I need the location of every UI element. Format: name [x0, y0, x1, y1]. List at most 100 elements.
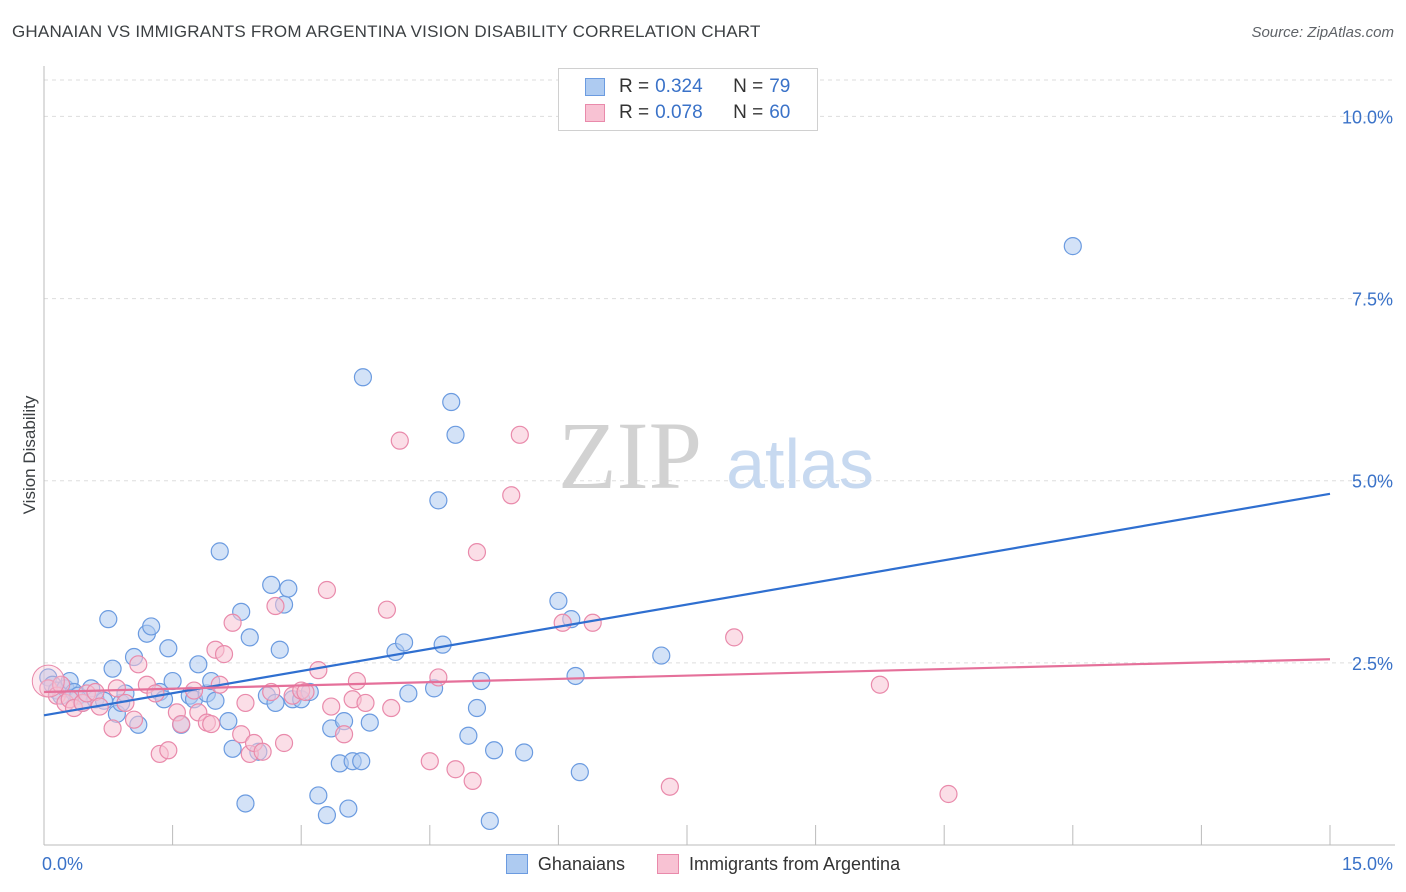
x-tick-label: 15.0%	[1342, 854, 1393, 874]
x-tick-label: 0.0%	[42, 854, 83, 874]
ghanaian-point	[394, 633, 414, 652]
ghanaian-point	[189, 655, 208, 674]
y-tick-label: 5.0%	[1352, 472, 1393, 492]
argentina-point	[870, 675, 890, 694]
legend-series: Ghanaians Immigrants from Argentina	[0, 850, 1406, 878]
tick-labels: 2.5% 5.0% 7.5% 10.0% 0.0% 15.0%	[42, 107, 1393, 874]
watermark-zip: ZIP	[558, 402, 702, 509]
ghanaian-point	[485, 741, 504, 760]
axes	[43, 66, 1395, 846]
legend-stats: R = 0.324 N = 79 R = 0.078 N = 60	[558, 68, 818, 131]
ghanaian-point	[270, 640, 289, 659]
argentina-point	[262, 682, 281, 702]
argentina-point	[553, 613, 572, 632]
ghanaian-point	[549, 591, 568, 611]
argentina-point	[510, 425, 529, 444]
ghanaian-point	[210, 542, 229, 561]
y-tick-label: 7.5%	[1352, 290, 1393, 310]
argentina-point	[377, 600, 397, 619]
argentina-point	[103, 719, 122, 738]
argentina-point	[124, 710, 144, 729]
ghanaian-point	[163, 671, 182, 691]
r-label: R =	[619, 76, 650, 97]
legend-item-argentina[interactable]: Immigrants from Argentina	[657, 854, 900, 875]
argentina-point	[334, 725, 354, 744]
argentina-point	[223, 613, 242, 632]
argentina-point	[390, 431, 409, 450]
argentina-point	[467, 543, 487, 562]
argentina-point	[356, 693, 375, 713]
argentina-point	[52, 675, 71, 694]
legend-stats-row-argentina: R = 0.078 N = 60	[585, 100, 790, 126]
chart-title: GHANAIAN VS IMMIGRANTS FROM ARGENTINA VI…	[12, 22, 761, 41]
grid-lines	[44, 79, 1395, 664]
y-tick-label: 2.5%	[1352, 654, 1393, 674]
ghanaian-point	[262, 575, 281, 595]
argentina-point	[107, 679, 126, 698]
ghanaian-point	[360, 713, 379, 732]
argentina-point	[214, 645, 234, 664]
argentina-point	[502, 486, 521, 505]
argentina-point	[129, 655, 148, 674]
data-points	[31, 237, 1082, 831]
r-value: 0.324	[655, 76, 703, 97]
argentina-point	[420, 752, 439, 771]
ghanaian-point	[467, 698, 487, 718]
r-label: R =	[619, 102, 650, 123]
source-label: Source: ZipAtlas.com	[1251, 24, 1394, 41]
ghanaian-point	[142, 617, 161, 636]
argentina-point	[31, 664, 65, 698]
ghanaian-point	[159, 639, 178, 658]
r-value: 0.078	[655, 102, 703, 123]
ghanaian-point	[352, 752, 371, 771]
legend-label: Ghanaians	[537, 853, 625, 874]
ghanaian-point	[399, 684, 418, 703]
ghanaian-point	[566, 666, 585, 686]
legend-stats-row-ghanaians: R = 0.324 N = 79	[585, 74, 790, 100]
argentina-point	[382, 698, 401, 718]
ghanaian-point	[459, 726, 478, 745]
ghanaian-point	[206, 691, 225, 710]
argentina-point	[159, 741, 178, 760]
ghanaian-point	[515, 743, 534, 762]
watermark-atlas: atlas	[726, 425, 874, 503]
argentina-point	[317, 580, 337, 600]
argentina-point	[172, 714, 191, 734]
ghanaian-point	[442, 392, 461, 412]
ghanaian-point	[446, 425, 465, 444]
ghanaian-point	[339, 799, 358, 818]
argentina-point	[660, 777, 679, 796]
legend-item-ghanaians[interactable]: Ghanaians	[505, 853, 625, 875]
ghanaian-point	[309, 786, 328, 805]
argentina-point	[446, 760, 465, 779]
ghanaian-point	[480, 811, 499, 831]
argentina-point	[347, 671, 367, 691]
y-tick-label: 10.0%	[1342, 107, 1393, 127]
argentina-point	[322, 697, 341, 716]
n-label: N =	[733, 102, 764, 123]
argentina-point	[939, 784, 958, 804]
trend-lines	[43, 492, 1331, 717]
n-value: 60	[769, 102, 791, 123]
argentina-point	[253, 742, 272, 761]
ghanaian-point	[279, 579, 298, 598]
argentina-point	[146, 684, 165, 703]
ghanaian-point	[429, 491, 448, 510]
n-label: N =	[733, 76, 764, 97]
legend-swatch-pink	[585, 104, 605, 122]
argentina-point	[266, 596, 285, 616]
legend-label: Immigrants from Argentina	[689, 853, 901, 874]
ghanaian-point	[99, 610, 118, 629]
argentina-point	[429, 668, 448, 687]
legend-swatch-pink	[657, 854, 679, 874]
argentina-point	[232, 725, 251, 744]
ghanaian-trend-line	[43, 492, 1331, 717]
legend-swatch-blue	[505, 854, 528, 874]
ghanaian-point	[353, 368, 373, 387]
argentina-point	[274, 733, 294, 753]
ghanaian-point	[219, 712, 238, 731]
ghanaian-point	[223, 739, 242, 758]
ghanaian-point	[317, 806, 337, 825]
argentina-point	[725, 628, 744, 647]
